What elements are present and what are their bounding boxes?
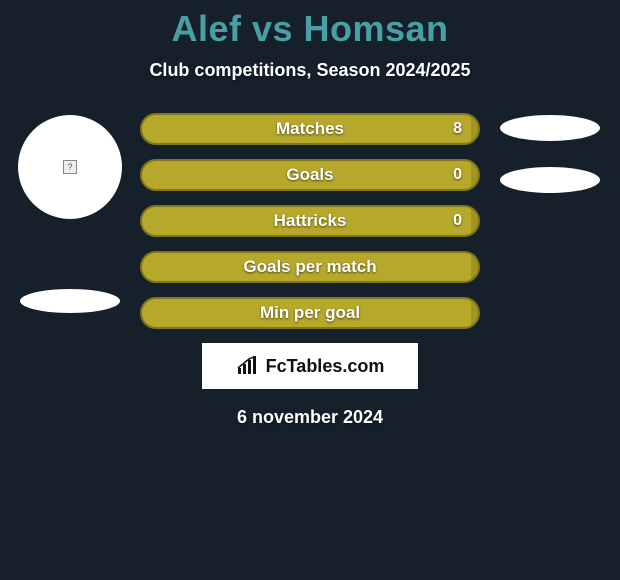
- stats-column: Matches 8 Goals 0 Hattricks 0 Goals per match M…: [130, 113, 490, 329]
- player-left-avatar: ?: [18, 115, 122, 219]
- page-subtitle: Club competitions, Season 2024/2025: [0, 60, 620, 81]
- player-right-ellipse-2: [500, 167, 600, 193]
- player-right-column: [490, 111, 610, 193]
- stat-label: Goals: [286, 165, 333, 185]
- stat-value: 0: [453, 166, 462, 184]
- brand-text: FcTables.com: [266, 356, 385, 377]
- stat-bar: Hattricks 0: [140, 205, 480, 237]
- stat-label: Hattricks: [274, 211, 347, 231]
- brand-box: FcTables.com: [202, 343, 418, 389]
- player-left-column: ?: [10, 111, 130, 313]
- stat-label: Goals per match: [243, 257, 376, 277]
- stat-label: Min per goal: [260, 303, 360, 323]
- stat-value: 0: [453, 212, 462, 230]
- content-row: ? Matches 8 Goals 0 Hattricks 0 Goals per matc…: [0, 111, 620, 329]
- player-left-shadow: [20, 289, 120, 313]
- player-right-ellipse-1: [500, 115, 600, 141]
- broken-image-icon: ?: [63, 160, 77, 174]
- stat-bar: Goals 0: [140, 159, 480, 191]
- stat-label: Matches: [276, 119, 344, 139]
- stat-value: 8: [453, 120, 462, 138]
- bar-chart-icon: [236, 356, 260, 376]
- page-title: Alef vs Homsan: [0, 0, 620, 50]
- stat-bar: Matches 8: [140, 113, 480, 145]
- stat-bar: Goals per match: [140, 251, 480, 283]
- date-text: 6 november 2024: [0, 407, 620, 428]
- stat-bar: Min per goal: [140, 297, 480, 329]
